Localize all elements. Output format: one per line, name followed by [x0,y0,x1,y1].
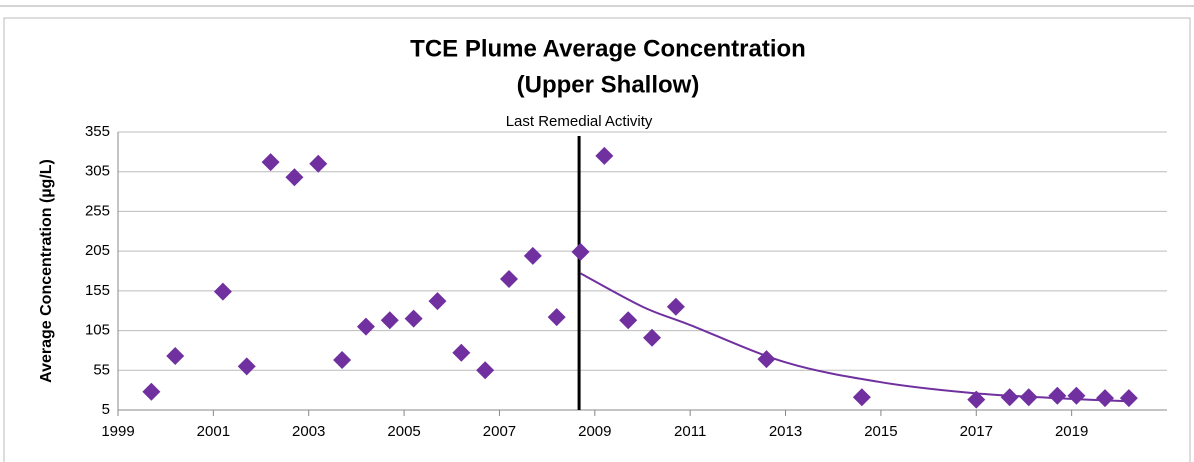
data-point [1019,388,1038,407]
data-point [213,282,232,301]
x-tick-label: 2011 [674,423,706,440]
data-point [476,361,495,380]
data-point [404,309,423,328]
chart-title: (Upper Shallow) [517,71,700,98]
data-point [1067,386,1086,405]
data-point [619,311,638,330]
data-point [285,168,304,187]
data-point [428,292,447,311]
reference-label: Last Remedial Activity [506,113,653,130]
data-point [261,153,280,172]
data-point [499,269,518,288]
data-point [142,382,161,401]
x-tick-label: 2019 [1055,423,1088,440]
chart-frame [3,17,1191,462]
data-point [380,311,399,330]
data-point [1119,389,1138,408]
data-point [523,246,542,265]
x-tick-label: 2009 [578,423,611,440]
x-tick-label: 2005 [387,423,420,440]
y-axis-label: Average Concentration (µg/L) [38,159,55,383]
data-point [547,308,566,327]
x-tick-label: 2013 [769,423,802,440]
data-point [643,328,662,347]
data-point [1000,388,1019,407]
data-point [237,357,256,376]
x-tick-label: 2007 [483,423,516,440]
x-tick-label: 2015 [864,423,897,440]
data-point [356,317,375,336]
data-point [309,154,328,173]
data-point [757,350,776,369]
data-point [967,390,986,409]
x-tick-label: 2003 [292,423,325,440]
y-tick-label: 55 [93,361,110,378]
x-tick-label: 2001 [197,423,230,440]
data-point [666,297,685,316]
x-tick-label: 2017 [960,423,993,440]
data-point [333,350,352,369]
data-point [452,343,471,362]
y-tick-label: 255 [85,202,110,219]
y-tick-label: 205 [85,242,110,259]
data-point [166,346,185,365]
y-tick-label: 305 [85,163,110,180]
data-point [595,146,614,165]
data-point [1096,389,1115,408]
data-point [852,388,871,407]
data-point [1048,386,1067,405]
chart-title: TCE Plume Average Concentration [410,35,806,62]
y-tick-label: 5 [102,401,110,418]
data-point [571,242,590,261]
y-tick-label: 155 [85,282,110,299]
x-tick-label: 1999 [101,423,134,440]
y-tick-label: 355 [85,123,110,140]
y-tick-label: 105 [85,322,110,339]
